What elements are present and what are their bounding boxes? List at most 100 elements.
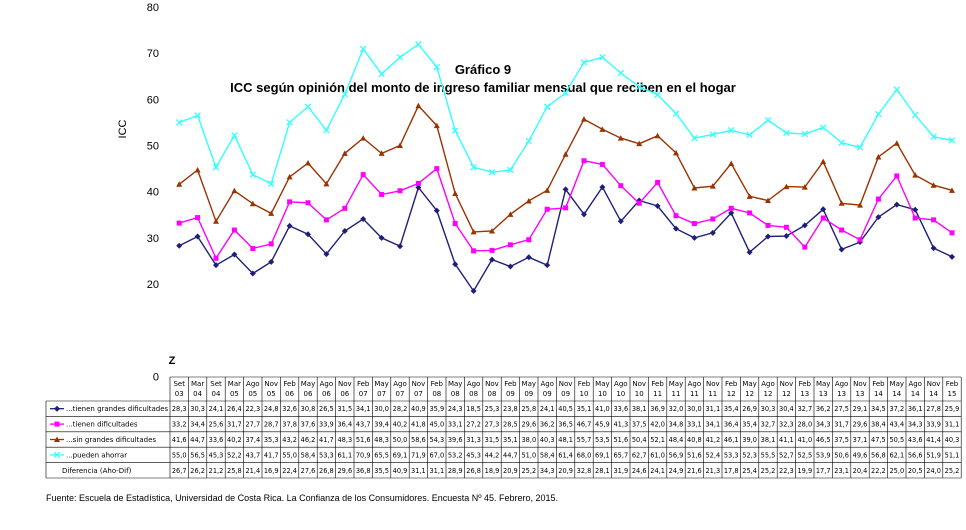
- y-tick-label: 60: [147, 94, 159, 106]
- data-label: 40,9: [411, 405, 426, 413]
- data-point: [820, 215, 826, 221]
- x-tick-label: Feb: [578, 380, 591, 388]
- data-point: [507, 242, 513, 248]
- data-label: 55,0: [172, 451, 187, 459]
- data-label: 33,9: [926, 421, 941, 429]
- data-point: [617, 218, 624, 225]
- diff-value: 23,1: [834, 467, 849, 475]
- data-point: [580, 59, 588, 66]
- data-point: [617, 69, 625, 77]
- x-tick-label: Nov: [338, 380, 352, 388]
- data-label: 54,3: [429, 436, 444, 444]
- data-point: [415, 180, 421, 186]
- diff-value: 21,4: [245, 467, 260, 475]
- data-point: [176, 181, 183, 187]
- data-label: 36,1: [908, 405, 923, 413]
- data-label: 38,1: [761, 436, 776, 444]
- data-label: 25,9: [945, 405, 960, 413]
- data-label: 33,1: [687, 421, 702, 429]
- data-point: [544, 187, 551, 193]
- data-point: [728, 205, 734, 211]
- data-point: [838, 139, 845, 146]
- diff-value: 17,8: [724, 467, 739, 475]
- data-label: 51,1: [945, 451, 960, 459]
- diff-value: 28,1: [595, 467, 610, 475]
- chart-subtitle: ICC según opinión del monto de ingreso f…: [230, 80, 736, 95]
- data-point: [250, 246, 256, 252]
- data-point: [838, 246, 845, 253]
- data-point: [379, 191, 385, 197]
- data-point: [470, 228, 477, 235]
- y-tick-label: 50: [147, 141, 159, 153]
- data-point: [654, 132, 661, 139]
- data-point: [856, 144, 864, 151]
- data-point: [433, 207, 440, 214]
- x-tick-label: 12: [727, 390, 736, 398]
- data-point: [378, 234, 385, 241]
- x-tick-label: May: [448, 380, 462, 388]
- x-tick-label: Ago: [614, 380, 628, 388]
- data-point: [378, 70, 385, 78]
- data-point: [581, 158, 587, 164]
- data-point: [507, 166, 514, 174]
- data-point: [599, 53, 606, 61]
- x-tick-label: 06: [340, 390, 349, 398]
- data-point: [231, 187, 238, 194]
- x-tick-label: 10: [580, 390, 589, 398]
- data-label: 69,1: [393, 451, 408, 459]
- data-label: 46,7: [577, 421, 592, 429]
- x-tick-label: Set: [210, 380, 222, 388]
- x-tick-label: Nov: [485, 380, 499, 388]
- data-label: 33,1: [448, 421, 463, 429]
- data-point: [709, 183, 716, 189]
- data-point: [562, 186, 569, 193]
- diff-value: 20,9: [558, 467, 573, 475]
- data-label: 36,2: [540, 421, 555, 429]
- data-label: 32,7: [761, 421, 776, 429]
- data-point: [525, 197, 532, 204]
- x-tick-label: Ago: [246, 380, 260, 388]
- data-point: [175, 119, 183, 126]
- data-point: [305, 160, 311, 166]
- data-point: [746, 249, 753, 256]
- data-label: 51,6: [356, 436, 371, 444]
- data-point: [617, 135, 624, 141]
- data-label: 34,3: [816, 421, 831, 429]
- x-tick-label: Nov: [559, 380, 573, 388]
- data-point: [930, 182, 937, 188]
- data-label: 58,4: [540, 451, 555, 459]
- data-label: 48,1: [558, 436, 573, 444]
- data-point: [213, 255, 219, 261]
- data-point: [397, 188, 403, 194]
- x-tick-label: 06: [322, 390, 331, 398]
- data-label: 29,6: [853, 421, 868, 429]
- x-tick-label: Nov: [927, 380, 941, 388]
- data-point: [599, 161, 605, 167]
- data-label: 30,0: [687, 405, 702, 413]
- data-label: 35,4: [724, 405, 739, 413]
- data-point: [801, 184, 808, 190]
- data-label: 43,6: [908, 436, 923, 444]
- data-point: [231, 227, 237, 233]
- data-point: [875, 154, 882, 160]
- data-point: [489, 227, 495, 234]
- data-point: [360, 215, 367, 222]
- data-label: 46,1: [724, 436, 739, 444]
- data-label: 45,9: [595, 421, 610, 429]
- data-label: 34,5: [871, 405, 886, 413]
- data-label: 45,3: [209, 451, 224, 459]
- x-tick-label: Feb: [946, 380, 959, 388]
- x-tick-label: 14: [874, 390, 883, 398]
- data-label: 38,1: [632, 405, 647, 413]
- data-point: [562, 89, 569, 97]
- data-point: [949, 187, 955, 193]
- data-point: [341, 90, 349, 98]
- data-label: 30,4: [779, 405, 794, 413]
- x-tick-label: 14: [892, 390, 901, 398]
- diff-value: 36,8: [356, 467, 371, 475]
- x-tick-label: May: [301, 380, 315, 388]
- diff-value: 26,8: [319, 467, 334, 475]
- data-point: [359, 45, 367, 53]
- x-tick-label: 09: [506, 390, 515, 398]
- data-point: [525, 137, 533, 145]
